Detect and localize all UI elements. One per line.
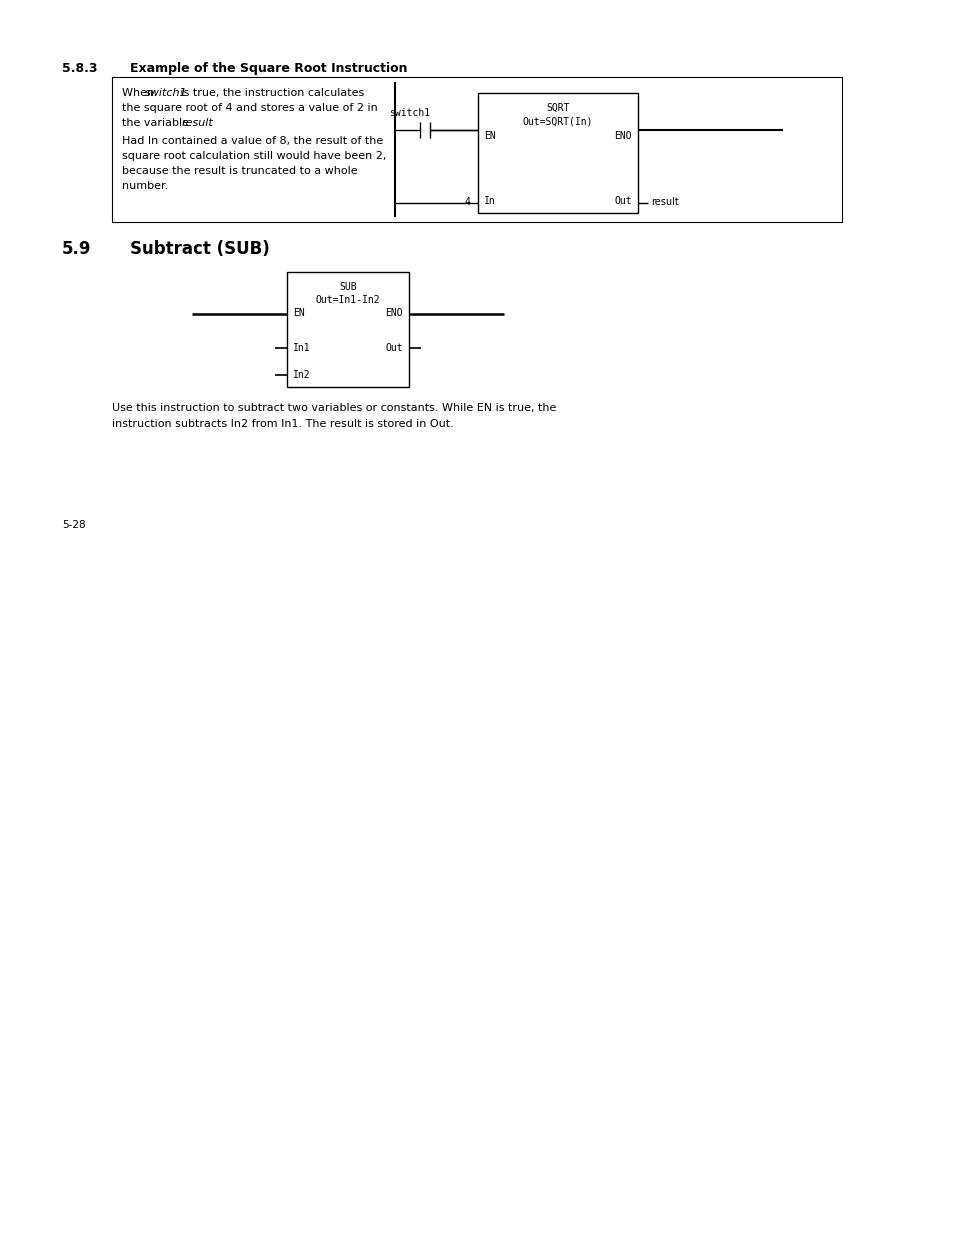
Text: switch1: switch1	[389, 107, 430, 119]
Text: 5.8.3: 5.8.3	[62, 62, 97, 75]
Text: Out: Out	[385, 343, 402, 353]
Text: Example of the Square Root Instruction: Example of the Square Root Instruction	[130, 62, 407, 75]
Text: 4: 4	[464, 198, 470, 207]
Text: Use this instruction to subtract two variables or constants. While EN is true, t: Use this instruction to subtract two var…	[112, 403, 556, 412]
Text: SUB: SUB	[339, 282, 356, 291]
Bar	[287, 272, 409, 387]
Text: EN: EN	[483, 131, 496, 141]
Text: the square root of 4 and stores a value of 2 in: the square root of 4 and stores a value …	[122, 103, 377, 112]
Text: 5-28: 5-28	[62, 520, 86, 530]
Text: ENO: ENO	[614, 131, 631, 141]
Bar	[112, 77, 841, 222]
Text: switch1: switch1	[145, 88, 187, 98]
Text: Out=In1-In2: Out=In1-In2	[315, 295, 380, 305]
Text: In1: In1	[293, 343, 311, 353]
Text: .: .	[209, 119, 212, 128]
Text: SQRT: SQRT	[546, 103, 569, 112]
Text: result: result	[181, 119, 213, 128]
Text: Subtract (SUB): Subtract (SUB)	[130, 240, 270, 258]
Text: Out=SQRT(In): Out=SQRT(In)	[522, 117, 593, 127]
Text: number.: number.	[122, 182, 168, 191]
Text: ENO: ENO	[385, 308, 402, 317]
Text: Had In contained a value of 8, the result of the: Had In contained a value of 8, the resul…	[122, 136, 383, 146]
Text: square root calculation still would have been 2,: square root calculation still would have…	[122, 151, 386, 161]
Text: In: In	[483, 196, 496, 206]
Text: When: When	[122, 88, 157, 98]
Text: 5.9: 5.9	[62, 240, 91, 258]
Text: because the result is truncated to a whole: because the result is truncated to a who…	[122, 165, 357, 177]
Text: EN: EN	[293, 308, 304, 317]
Bar	[477, 93, 638, 212]
Text: is true, the instruction calculates: is true, the instruction calculates	[176, 88, 363, 98]
Text: the variable: the variable	[122, 119, 193, 128]
Text: result: result	[650, 198, 678, 207]
Text: Out: Out	[614, 196, 631, 206]
Text: instruction subtracts In2 from In1. The result is stored in Out.: instruction subtracts In2 from In1. The …	[112, 419, 454, 429]
Text: In2: In2	[293, 370, 311, 380]
